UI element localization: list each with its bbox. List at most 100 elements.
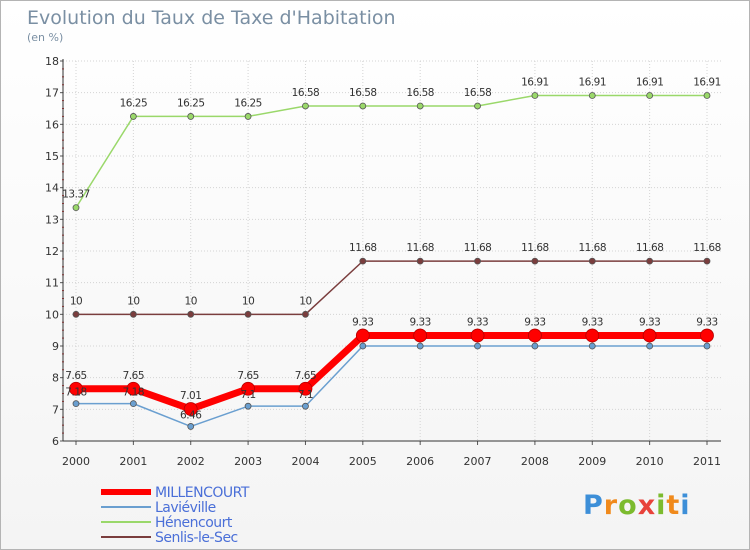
data-label: 7.01	[180, 390, 201, 402]
data-point	[69, 381, 83, 396]
data-point	[588, 342, 596, 350]
logo-letter: o	[618, 490, 638, 521]
data-point	[588, 257, 596, 265]
data-point	[244, 310, 252, 318]
series-line-2	[75, 94, 707, 209]
y-tick-label: 10	[45, 308, 59, 321]
data-point	[531, 257, 539, 265]
data-point	[72, 204, 80, 212]
legend-swatch	[101, 521, 151, 523]
series-line-0	[76, 332, 707, 413]
data-label: 16.58	[292, 87, 320, 99]
logo-letter: t	[666, 490, 681, 521]
data-label: 16.25	[177, 97, 205, 109]
data-point	[126, 381, 141, 396]
legend-swatch	[101, 536, 151, 538]
data-label: 11.68	[464, 242, 492, 254]
data-label: 7.65	[65, 370, 86, 382]
data-point	[244, 113, 252, 120]
x-tick-label: 2001	[119, 455, 147, 468]
data-label: 7.1	[240, 389, 255, 401]
data-point	[129, 400, 137, 408]
data-point	[470, 328, 485, 343]
data-label: 7.1	[298, 389, 313, 401]
data-point	[244, 402, 252, 410]
data-label: 16.91	[578, 77, 606, 89]
data-label: 16.58	[464, 87, 492, 99]
data-label: 11.68	[578, 242, 606, 254]
y-tick-label: 15	[45, 150, 59, 163]
data-point	[474, 102, 481, 110]
data-label: 11.68	[636, 242, 664, 254]
legend-label: Senlis-le-Sec	[155, 530, 238, 546]
data-label: 10	[242, 295, 254, 307]
data-label: 10	[70, 295, 82, 307]
data-point	[703, 342, 711, 350]
legend-label: MILLENCOURT	[155, 485, 249, 501]
series-line-3	[76, 260, 707, 316]
x-tick-label: 2007	[464, 455, 492, 468]
data-label: 11.68	[406, 242, 434, 254]
chart-unit-label: (en %)	[27, 31, 64, 44]
x-tick-label: 2004	[291, 455, 319, 468]
data-point	[474, 342, 481, 350]
data-point	[72, 310, 80, 318]
data-label: 10	[127, 295, 139, 307]
data-label: 16.58	[349, 87, 377, 99]
data-point	[646, 257, 654, 265]
x-tick-label: 2006	[406, 455, 434, 468]
y-tick-label: 6	[52, 435, 59, 448]
data-label: 7.65	[123, 370, 144, 382]
data-point	[416, 257, 424, 265]
data-point	[646, 342, 654, 350]
data-point	[298, 381, 313, 396]
y-tick-label: 9	[52, 340, 59, 353]
data-point	[72, 400, 80, 408]
axis-layer: 6 7 8 9 10 11 12 13 14 15 16 17 18 2000 2001 2002 2003 20…	[45, 55, 721, 468]
data-label: 11.68	[521, 242, 549, 254]
data-point	[129, 113, 137, 120]
data-point	[585, 328, 600, 343]
x-tick-label: 2002	[177, 455, 205, 468]
y-tick-label: 7	[52, 403, 59, 416]
data-label: 11.68	[693, 242, 721, 254]
data-label: 9.33	[639, 317, 660, 329]
data-label: 7.18	[65, 387, 86, 399]
legend-swatch	[101, 489, 151, 495]
data-label: 10	[185, 295, 197, 307]
data-point	[703, 92, 711, 99]
data-label: 16.58	[406, 87, 434, 99]
data-label: 16.91	[693, 77, 721, 89]
data-point	[474, 257, 481, 265]
data-point	[416, 102, 424, 110]
data-point	[241, 381, 255, 396]
y-tick-label: 11	[45, 277, 59, 290]
logo-letter: P	[583, 490, 604, 521]
data-point	[302, 310, 309, 318]
legend-label: Hénencourt	[155, 515, 232, 531]
data-label: 6.46	[180, 409, 202, 421]
data-label: 9.33	[409, 317, 430, 329]
data-label-layer: 7.65 7.65 7.01 7.65 7.65 9.33 9.33 9.33 9.33 9.33…	[62, 77, 721, 422]
proxiti-logo: Proxiti	[583, 490, 691, 521]
data-point	[359, 257, 367, 265]
data-point	[302, 402, 309, 410]
data-label: 16.25	[120, 97, 148, 109]
y-tick-label: 13	[45, 213, 59, 226]
data-point	[129, 310, 137, 318]
data-point	[528, 328, 542, 343]
data-point	[700, 328, 714, 343]
data-point	[187, 310, 195, 318]
data-point	[416, 342, 424, 350]
data-label: 10	[299, 295, 311, 307]
data-point	[183, 402, 198, 416]
x-tick-label: 2003	[234, 455, 262, 468]
logo-letter: i	[656, 490, 667, 521]
data-label: 7.18	[123, 387, 144, 399]
data-label: 9.33	[696, 317, 717, 329]
chart-title: Evolution du Taux de Taxe d'Habitation	[27, 7, 396, 29]
data-point	[588, 92, 596, 99]
data-point	[642, 328, 657, 343]
y-tick-label: 16	[45, 118, 59, 131]
